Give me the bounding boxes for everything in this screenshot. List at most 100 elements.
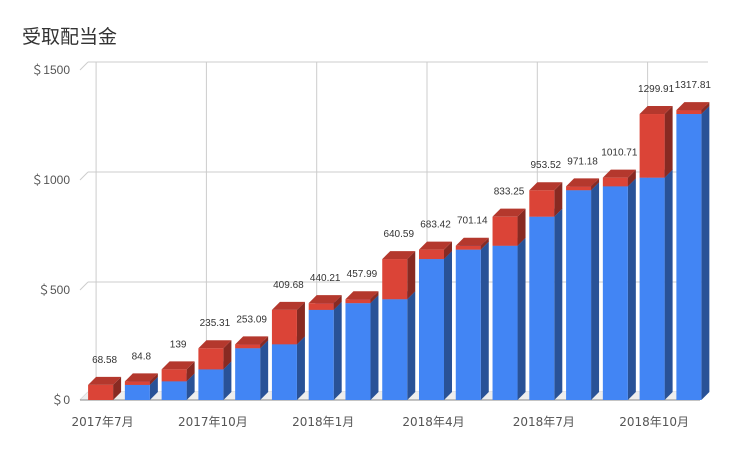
bar-s1 <box>455 245 481 250</box>
data-label: 68.58 <box>92 355 117 366</box>
gridline-depth <box>79 281 89 291</box>
bar-side-s1 <box>296 301 305 345</box>
bar-top-s1 <box>271 301 305 310</box>
bar-s0 <box>235 348 261 400</box>
x-tick-label: 2017年7月 <box>71 415 133 429</box>
bar-s0 <box>602 186 628 400</box>
bar-s1 <box>602 177 628 187</box>
data-label: 1317.81 <box>675 80 712 91</box>
x-tick-label: 2018年7月 <box>513 415 575 429</box>
bar-s0 <box>455 249 481 400</box>
x-tick-label: 2018年1月 <box>292 415 354 429</box>
bar-side-s1 <box>113 376 122 400</box>
bar-top-s1 <box>345 291 379 300</box>
data-label: 84.8 <box>132 351 152 362</box>
bar-side-s0 <box>480 241 489 400</box>
bar-top-s1 <box>639 106 673 115</box>
bar-side-s1 <box>701 102 710 115</box>
bar-side-s1 <box>664 106 673 178</box>
bar-top-s1 <box>235 336 269 345</box>
bar-top-s1 <box>124 373 158 382</box>
bar-top-s1 <box>198 340 232 349</box>
bar-side-s1 <box>149 373 158 385</box>
bar-side-s1 <box>407 251 416 300</box>
x-tick-label: 2018年10月 <box>619 415 689 429</box>
bar-side-s1 <box>554 182 563 217</box>
bar-top-s1 <box>308 295 342 304</box>
bar-top-s1 <box>455 237 489 246</box>
bar-side-s0 <box>664 169 673 400</box>
bar-top-s1 <box>419 241 453 250</box>
bar-s0 <box>419 259 445 400</box>
bar-top-s1 <box>602 169 636 178</box>
bar-s0 <box>676 114 702 400</box>
data-label: 253.09 <box>236 314 267 325</box>
gridline-depth <box>79 61 89 71</box>
y-tick-label: ＄1500 <box>31 63 70 77</box>
data-label: 1299.91 <box>638 84 675 95</box>
bar-s1 <box>529 190 555 217</box>
bar-side-s1 <box>370 291 379 304</box>
bar-side-s0 <box>554 208 563 400</box>
bar-s0 <box>492 245 518 400</box>
bar-side-s0 <box>260 340 269 400</box>
x-tick-label: 2017年10月 <box>178 415 248 429</box>
bar-top-s1 <box>382 251 416 260</box>
bar-s0 <box>198 369 224 400</box>
bar-s0 <box>345 303 371 400</box>
bar-s0 <box>566 190 592 400</box>
data-label: 139 <box>170 339 187 350</box>
bar-s1 <box>88 384 114 400</box>
bar-side-s0 <box>333 301 342 400</box>
bar-s0 <box>124 384 150 400</box>
bar-s1 <box>198 348 224 370</box>
bar-side-s0 <box>186 373 195 400</box>
data-label: 457.99 <box>347 269 378 280</box>
data-label: 701.14 <box>457 216 488 227</box>
bar-top-s1 <box>566 178 600 187</box>
data-label: 235.31 <box>200 318 231 329</box>
chart-title: 受取配当金 <box>22 26 118 48</box>
bar-s1 <box>308 303 334 310</box>
bar-s1 <box>566 186 592 191</box>
bar-top-s1 <box>88 376 122 385</box>
y-tick-label: ＄1000 <box>31 173 70 187</box>
bar-s0 <box>271 344 297 400</box>
bar-s1 <box>419 249 445 260</box>
bar-s1 <box>124 381 150 385</box>
bar-s0 <box>382 299 408 400</box>
bar-side-s1 <box>223 340 232 370</box>
bar-s1 <box>271 309 297 345</box>
bar-side-s0 <box>627 178 636 400</box>
bar-top-s1 <box>161 361 195 370</box>
bar-side-s1 <box>444 241 453 260</box>
bar-side-s0 <box>296 336 305 400</box>
bar-side-s0 <box>149 376 158 400</box>
bar-top-s1 <box>529 182 563 191</box>
bar-side-s1 <box>591 178 600 191</box>
bar-s1 <box>345 299 371 304</box>
bar-side-s1 <box>627 169 636 187</box>
bar-s0 <box>639 177 665 400</box>
bar-side-s1 <box>517 208 526 246</box>
bar-side-s0 <box>444 251 453 400</box>
x-tick-label: 2018年4月 <box>402 415 464 429</box>
data-label: 409.68 <box>273 280 304 291</box>
bar-s0 <box>308 309 334 400</box>
bar-side-s1 <box>260 336 269 349</box>
bar-s0 <box>529 216 555 400</box>
gridline-depth <box>79 171 89 181</box>
bar-s1 <box>235 344 261 349</box>
y-tick-label: ＄500 <box>38 283 70 297</box>
data-label: 683.42 <box>420 220 451 231</box>
bar-side-s0 <box>701 106 710 400</box>
data-label: 640.59 <box>383 229 414 240</box>
data-label: 1010.71 <box>601 148 638 159</box>
bar-side-s0 <box>407 291 416 400</box>
bar-s1 <box>382 259 408 300</box>
bar-s1 <box>639 114 665 178</box>
bar-side-s0 <box>517 237 526 400</box>
bar-side-s1 <box>186 361 195 382</box>
bar-s0 <box>161 381 187 400</box>
bar-side-s0 <box>591 182 600 400</box>
